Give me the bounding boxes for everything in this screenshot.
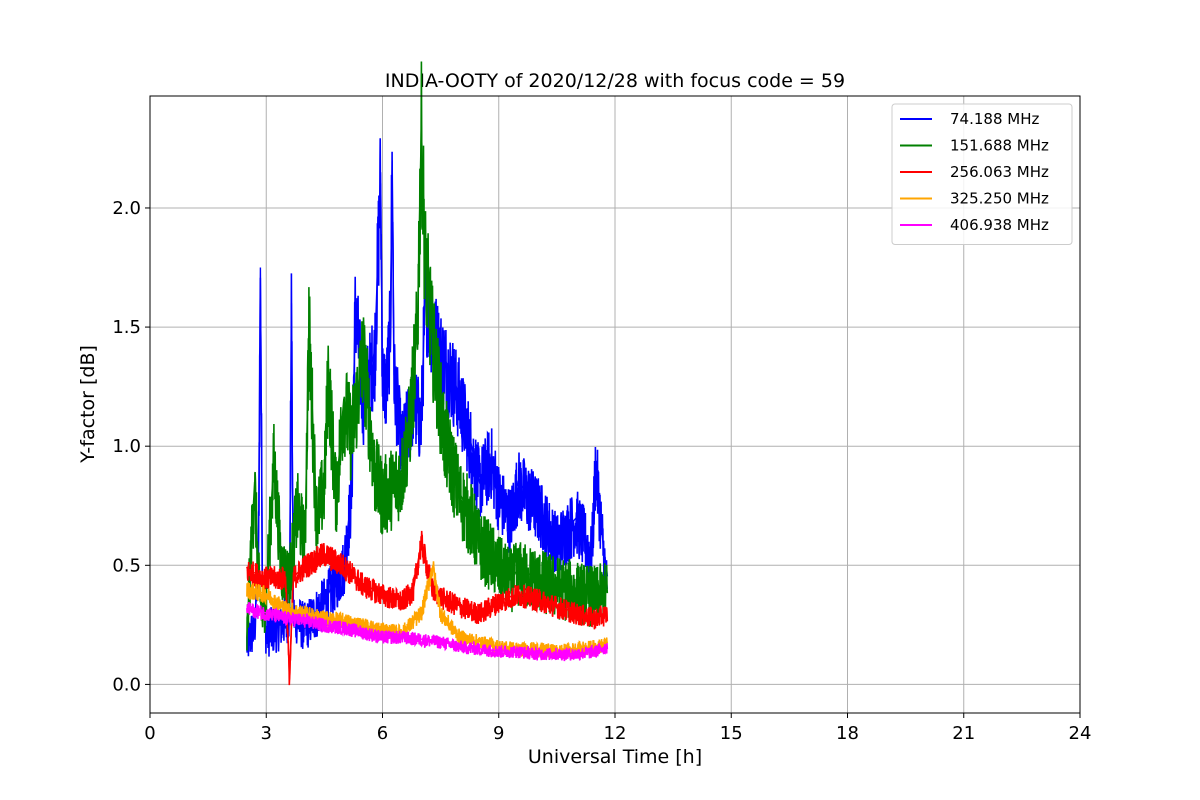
legend-label: 325.250 MHz bbox=[950, 190, 1049, 208]
chart-title: INDIA-OOTY of 2020/12/28 with focus code… bbox=[385, 70, 845, 92]
x-axis: 0 3 6 9 12 15 18 21 24 bbox=[144, 713, 1091, 744]
legend: 74.188 MHz 151.688 MHz 256.063 MHz 325.250 … bbox=[891, 103, 1073, 245]
x-tick-label: 6 bbox=[377, 723, 388, 744]
x-tick-label: 0 bbox=[144, 723, 155, 744]
x-tick-label: 18 bbox=[836, 723, 859, 744]
y-tick-label: 2.0 bbox=[112, 198, 141, 219]
y-axis-title: Y-factor [dB] bbox=[77, 345, 99, 464]
x-axis-title: Universal Time [h] bbox=[528, 746, 702, 768]
y-tick-label: 1.0 bbox=[112, 436, 141, 457]
series-line bbox=[246, 561, 609, 659]
series-envelope bbox=[246, 607, 608, 655]
series-line bbox=[246, 530, 609, 686]
series-group bbox=[246, 61, 609, 686]
y-tick-label: 0.0 bbox=[112, 674, 141, 695]
legend-label: 151.688 MHz bbox=[950, 137, 1049, 155]
x-tick-label: 12 bbox=[604, 723, 627, 744]
series-envelope bbox=[246, 541, 608, 680]
legend-label: 74.188 MHz bbox=[950, 110, 1039, 128]
x-tick-label: 15 bbox=[720, 723, 743, 744]
series-envelope bbox=[246, 124, 608, 637]
legend-label: 256.063 MHz bbox=[950, 163, 1049, 181]
x-tick-label: 3 bbox=[261, 723, 272, 744]
x-tick-label: 9 bbox=[493, 723, 504, 744]
legend-label: 406.938 MHz bbox=[950, 216, 1049, 234]
y-axis: 0.0 0.5 1.0 1.5 2.0 bbox=[112, 198, 150, 695]
y-tick-label: 0.5 bbox=[112, 555, 141, 576]
x-tick-label: 21 bbox=[952, 723, 975, 744]
x-tick-label: 24 bbox=[1069, 723, 1092, 744]
y-tick-label: 1.5 bbox=[112, 317, 141, 338]
legend-box bbox=[891, 103, 1073, 245]
